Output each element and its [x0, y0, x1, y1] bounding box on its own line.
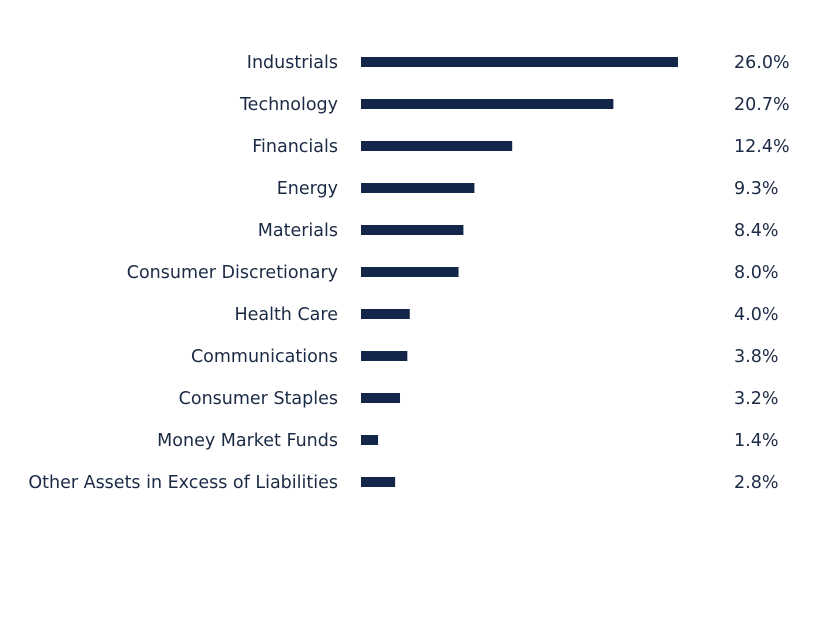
- category-label: Financials: [252, 137, 338, 157]
- bar: [361, 57, 678, 67]
- category-label: Other Assets in Excess of Liabilities: [28, 473, 338, 493]
- bar: [361, 477, 396, 487]
- value-label: 26.0%: [734, 53, 790, 73]
- category-label: Technology: [239, 95, 338, 115]
- value-label: 4.0%: [734, 305, 778, 325]
- value-label: 2.8%: [734, 473, 778, 493]
- bars-layer: Industrials 26.0% Technology 20.7% Financial…: [28, 53, 789, 493]
- value-label: 12.4%: [734, 137, 790, 157]
- bar: [361, 435, 379, 445]
- category-label: Money Market Funds: [157, 431, 338, 451]
- bar: [361, 183, 475, 193]
- bar: [361, 267, 459, 277]
- value-label: 3.8%: [734, 347, 778, 367]
- category-label: Communications: [191, 347, 338, 367]
- category-label: Materials: [258, 221, 338, 241]
- value-label: 8.0%: [734, 263, 778, 283]
- bar: [361, 141, 513, 151]
- value-label: 3.2%: [734, 389, 778, 409]
- value-label: 8.4%: [734, 221, 778, 241]
- category-label: Health Care: [234, 305, 338, 325]
- value-label: 9.3%: [734, 179, 778, 199]
- value-label: 1.4%: [734, 431, 778, 451]
- bar: [361, 99, 614, 109]
- bar: [361, 393, 401, 403]
- category-label: Industrials: [247, 53, 338, 73]
- bar: [361, 309, 410, 319]
- value-label: 20.7%: [734, 95, 790, 115]
- category-label: Energy: [277, 179, 338, 199]
- bar: [361, 225, 464, 235]
- category-label: Consumer Discretionary: [127, 263, 338, 283]
- bar: [361, 351, 408, 361]
- category-label: Consumer Staples: [179, 389, 338, 409]
